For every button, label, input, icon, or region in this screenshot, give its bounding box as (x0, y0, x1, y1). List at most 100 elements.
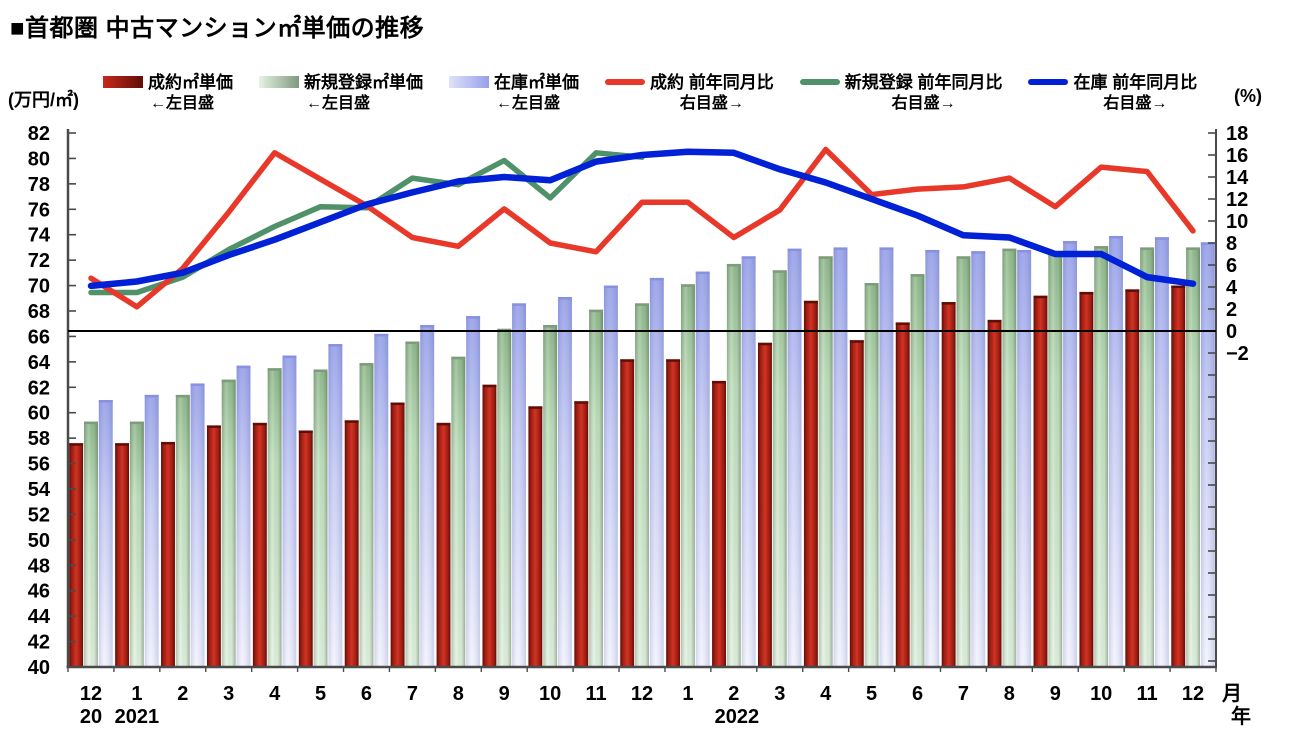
tick-label: 12 (1226, 189, 1248, 211)
bar-zaiko (1109, 235, 1123, 667)
bar-seiyaku (1171, 285, 1186, 667)
shinki-bar-swatch-icon (259, 76, 299, 88)
bar-shinki (267, 368, 282, 667)
bar-zaiko (787, 248, 802, 667)
tick-label: 40 (28, 657, 50, 679)
tick-label: 8 (1226, 233, 1237, 255)
tick-label: 8 (453, 683, 464, 705)
tick-label: 46 (28, 581, 50, 603)
tick-label: 68 (28, 301, 50, 323)
tick-label: 2 (1226, 299, 1237, 321)
tick-label: 1 (682, 683, 693, 705)
legend-label: 新規登録㎡単価 (304, 73, 423, 92)
bar-shinki (129, 421, 144, 667)
tick-label: 56 (28, 454, 50, 476)
bar-shinki (589, 309, 604, 667)
bar-shinki (726, 263, 741, 667)
bar-shinki (864, 283, 879, 667)
tick-label: 74 (28, 225, 51, 247)
seiyaku-line-swatch-icon (605, 79, 645, 85)
bar-shinki (1186, 247, 1200, 667)
tick-label: 4 (1226, 277, 1238, 299)
legend-item-shinki-bar: 新規登録㎡単価 ←左目盛 (259, 72, 423, 114)
tick-label: 11 (586, 683, 607, 705)
bar-zaiko (1154, 237, 1169, 667)
bar-seiyaku (1033, 295, 1048, 667)
tick-label: 16 (1226, 145, 1248, 167)
bar-shinki (497, 328, 512, 667)
bar-seiyaku (849, 340, 864, 667)
legend: 成約㎡単価 ←左目盛 新規登録㎡単価 ←左目盛 在庫㎡単価 ←左目盛 成約 前年… (103, 72, 1197, 114)
bar-seiyaku (620, 359, 635, 667)
bar-zaiko (603, 285, 618, 667)
tick-label: 44 (28, 606, 51, 628)
bar-shinki (543, 324, 558, 667)
tick-label: 4 (269, 683, 281, 705)
bar-shinki (1140, 247, 1155, 667)
bar-shinki (635, 303, 649, 667)
bar-shinki (1002, 248, 1017, 667)
bar-seiyaku (666, 359, 681, 667)
bar-seiyaku (712, 380, 726, 667)
tick-label: 7 (407, 683, 418, 705)
bar-seiyaku (298, 430, 313, 667)
tick-label: 10 (539, 683, 561, 705)
tick-label: 82 (28, 123, 50, 145)
bar-seiyaku (482, 384, 497, 667)
tick-label: 8 (1004, 683, 1015, 705)
legend-sublabel: 右目盛→ (891, 95, 956, 112)
tick-label: 14 (1226, 167, 1249, 189)
bar-seiyaku (206, 425, 221, 667)
bar-shinki (451, 356, 466, 667)
bar-shinki (772, 270, 787, 667)
bar-seiyaku (252, 422, 267, 667)
bar-zaiko (1063, 241, 1078, 668)
bar-zaiko (98, 400, 113, 667)
tick-label: 80 (28, 148, 50, 170)
tick-label: 42 (28, 632, 50, 654)
seiyaku-bar-swatch-icon (103, 76, 143, 88)
legend-sublabel: 右目盛→ (1103, 95, 1168, 112)
bar-shinki (405, 341, 420, 667)
bar-zaiko (512, 303, 526, 667)
bar-seiyaku (941, 302, 956, 667)
zaiko-line-swatch-icon (1028, 79, 1069, 85)
legend-item-shinki-line: 新規登録 前年同月比 右目盛→ (799, 72, 1002, 114)
legend-sublabel: ←左目盛 (306, 95, 371, 112)
tick-label: 10 (1090, 683, 1112, 705)
tick-label: 18 (1226, 123, 1248, 145)
bar-zaiko (695, 271, 710, 667)
bar-seiyaku (69, 443, 84, 667)
bar-shinki (1094, 246, 1109, 667)
bar-zaiko (1200, 242, 1215, 668)
tick-label: 12 (631, 683, 653, 705)
tick-label: 4 (820, 683, 832, 705)
legend-item-zaiko-line: 在庫 前年同月比 右目盛→ (1028, 72, 1197, 114)
tick-label: 月 (1221, 683, 1242, 705)
tick-label: 3 (774, 683, 785, 705)
tick-label: 6 (912, 683, 923, 705)
legend-sublabel: ←左目盛 (150, 95, 215, 112)
bar-series (69, 235, 1215, 668)
bar-zaiko (925, 249, 940, 667)
bar-shinki (84, 421, 98, 667)
zaiko-bar-swatch-icon (449, 76, 489, 88)
legend-item-seiyaku-bar: 成約㎡単価 ←左目盛 (103, 72, 233, 114)
tick-label: 58 (28, 428, 50, 450)
bar-zaiko (1017, 249, 1032, 667)
tick-label: 年 (1231, 704, 1251, 728)
legend-item-seiyaku-line: 成約 前年同月比 右目盛→ (605, 72, 774, 114)
bar-zaiko (420, 324, 435, 667)
bar-zaiko (374, 333, 389, 667)
tick-label: 6 (361, 683, 372, 705)
bar-zaiko (236, 365, 251, 667)
bar-zaiko (282, 355, 297, 667)
axes: 8280787674727068666462605856545250484644… (28, 123, 1249, 679)
bar-seiyaku (344, 420, 359, 667)
bar-zaiko (558, 297, 572, 667)
bar-seiyaku (161, 441, 175, 667)
page-title: ■首都圏 中古マンション㎡単価の推移 (10, 15, 425, 42)
tick-label: 5 (866, 683, 877, 705)
